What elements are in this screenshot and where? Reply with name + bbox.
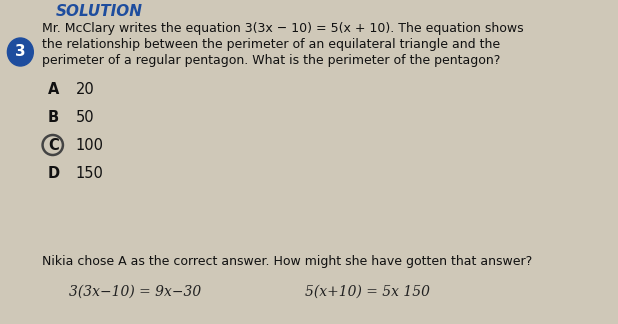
Text: 100: 100 [76, 138, 104, 153]
Text: D: D [48, 166, 60, 181]
Text: C: C [48, 138, 59, 153]
Text: SOLUTION: SOLUTION [56, 4, 143, 19]
Text: 3(3x−10) = 9x−30: 3(3x−10) = 9x−30 [69, 285, 201, 299]
Text: the relationship between the perimeter of an equilateral triangle and the: the relationship between the perimeter o… [41, 38, 500, 51]
Text: 150: 150 [76, 166, 104, 181]
Text: 50: 50 [76, 110, 95, 125]
Text: perimeter of a regular pentagon. What is the perimeter of the pentagon?: perimeter of a regular pentagon. What is… [41, 54, 500, 67]
Text: Mr. McClary writes the equation 3(3x − 10) = 5(x + 10). The equation shows: Mr. McClary writes the equation 3(3x − 1… [41, 22, 523, 35]
Text: 5(x+10) = 5x 150: 5(x+10) = 5x 150 [305, 285, 430, 299]
Circle shape [7, 38, 33, 66]
Text: B: B [48, 110, 59, 125]
Text: 3: 3 [15, 44, 26, 60]
Text: 20: 20 [76, 82, 95, 97]
Text: Nikia chose A as the correct answer. How might she have gotten that answer?: Nikia chose A as the correct answer. How… [41, 255, 532, 268]
Text: A: A [48, 82, 59, 97]
